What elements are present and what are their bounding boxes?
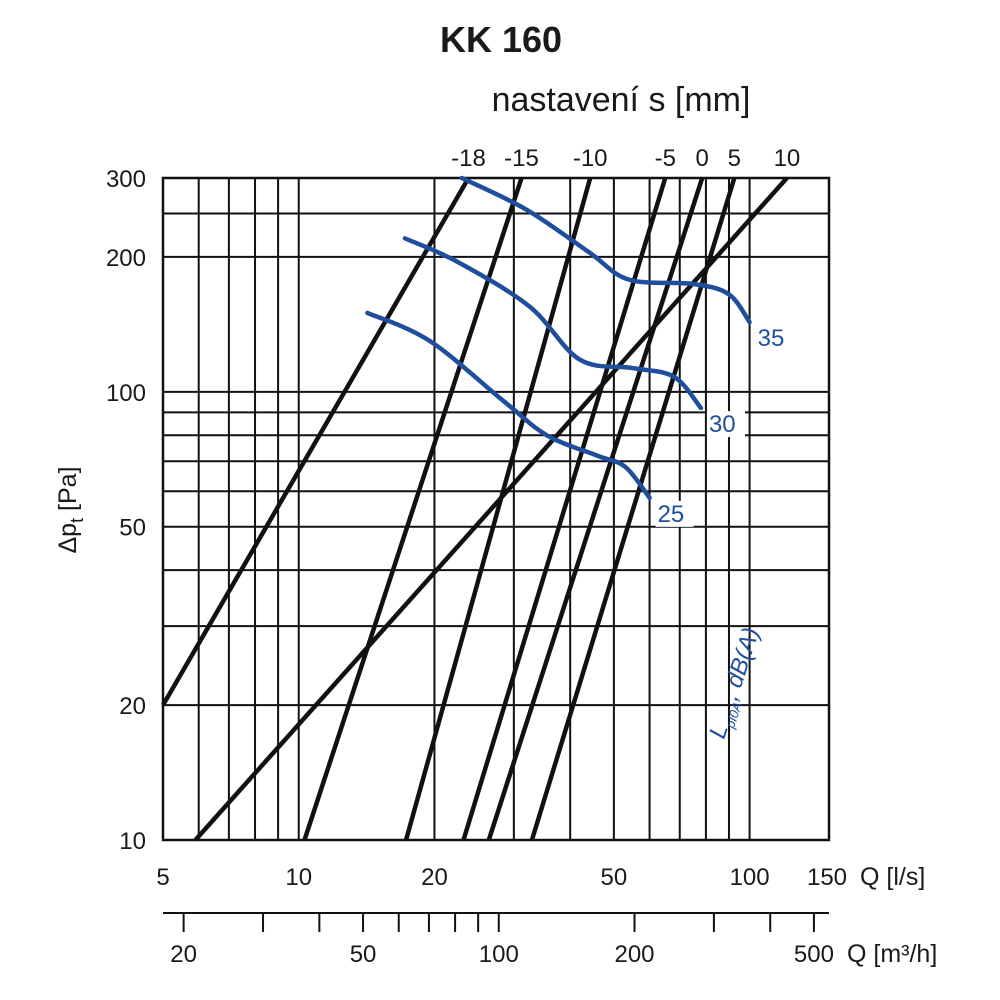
y-tick-label: 20 (119, 693, 146, 720)
x-tick-label: 150 (807, 864, 847, 891)
x2-tick-label: 20 (170, 941, 197, 968)
plot-frame (161, 176, 831, 842)
x-tick-label: 100 (730, 864, 770, 891)
noise-curves: 25 30 35 (365, 175, 794, 528)
setting-line (193, 176, 789, 842)
noise-curve-label: 25 (658, 501, 685, 528)
noise-curve (402, 236, 704, 411)
chart-title: KK 160 (440, 19, 562, 60)
noise-curve (365, 310, 652, 501)
setting-line (486, 177, 705, 841)
x-tick-label: 20 (421, 864, 448, 891)
y-axis-label-sub: t (67, 518, 87, 523)
noise-curve (459, 175, 752, 325)
setting-line (403, 177, 593, 841)
noise-curve-label: 35 (758, 325, 785, 352)
x2-tick-label: 200 (614, 941, 654, 968)
x-axis-label: Q [l/s] (860, 863, 925, 891)
setting-line (461, 177, 668, 841)
x-tick-label: 50 (601, 864, 628, 891)
setting-label: -10 (573, 145, 608, 172)
x-tick-labels: 5 10 20 50 100 150 (156, 864, 847, 891)
noise-curve-label-bg (655, 500, 694, 527)
x2-axis: 20 50 100 200 500 (163, 912, 834, 968)
setting-line (529, 177, 737, 841)
y-tick-label: 100 (106, 380, 146, 407)
setting-label: 5 (728, 145, 741, 172)
y-axis-label-main: Δp (54, 523, 82, 554)
y-tick-label: 200 (106, 245, 146, 272)
y-tick-labels: 10 20 50 100 200 300 (106, 166, 146, 855)
setting-label: 10 (774, 145, 801, 172)
noise-axis-label-unit: , dB(A) (716, 624, 765, 703)
y-axis-label: Δpt [Pa] (54, 466, 87, 553)
x2-tick-label: 50 (350, 941, 377, 968)
setting-label: -5 (655, 145, 676, 172)
noise-curve-label-bg (755, 325, 794, 352)
noise-axis-label: LpI0A, dB(A) (704, 624, 768, 742)
y-tick-label: 300 (106, 166, 146, 193)
x-tick-label: 10 (285, 864, 312, 891)
x-tick-label: 5 (156, 864, 169, 891)
setting-line (302, 177, 524, 841)
setting-label: -15 (504, 145, 539, 172)
noise-curve-label-bg (706, 411, 745, 438)
setting-line (161, 176, 471, 707)
setting-lines (161, 176, 789, 842)
noise-curve-label: 30 (709, 411, 736, 438)
x2-axis-label: Q [m³/h] (847, 940, 937, 968)
y-tick-label: 50 (119, 515, 146, 542)
setting-label: -18 (451, 145, 486, 172)
y-axis-label-unit: [Pa] (54, 466, 82, 517)
x2-tick-label: 500 (794, 941, 834, 968)
setting-labels: -18 -15 -10 -5 0 5 10 (451, 145, 800, 172)
x2-tick-label: 100 (479, 941, 519, 968)
y-tick-label: 10 (119, 828, 146, 855)
setting-label: 0 (696, 145, 709, 172)
settings-axis-label: nastavení s [mm] (492, 81, 751, 119)
